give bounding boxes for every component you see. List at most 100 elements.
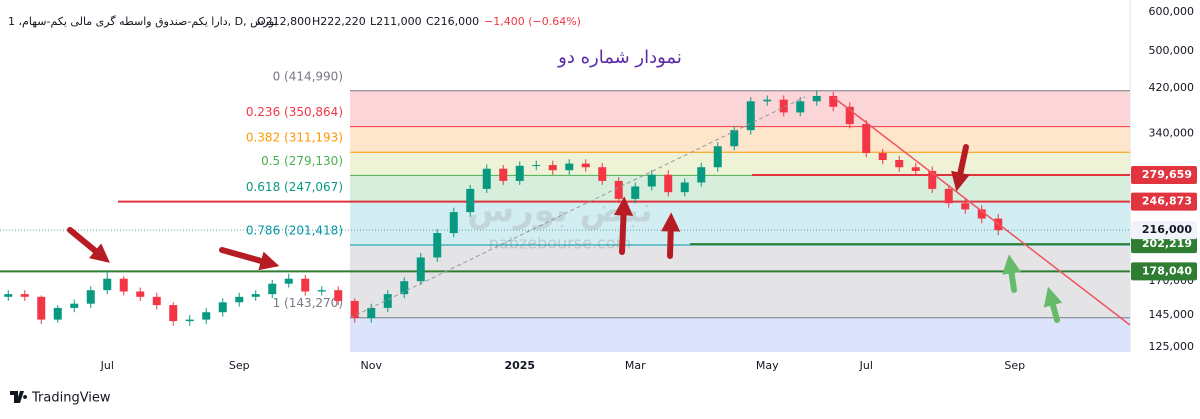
candle-body bbox=[812, 95, 821, 102]
candle-body bbox=[433, 233, 442, 258]
candle-body bbox=[911, 167, 920, 171]
arrow bbox=[219, 247, 280, 271]
price-label-box bbox=[1131, 165, 1197, 184]
candle-body bbox=[202, 312, 211, 320]
candle-body bbox=[779, 99, 788, 113]
candle-body bbox=[103, 278, 112, 291]
price-label: 202,219 bbox=[1142, 237, 1192, 250]
x-tick-label: May bbox=[756, 359, 779, 372]
candle-body bbox=[548, 165, 557, 171]
arrow bbox=[951, 144, 970, 192]
candle-body bbox=[4, 294, 13, 297]
y-tick-label: 600,000 bbox=[1149, 5, 1195, 18]
candle-body bbox=[928, 170, 937, 189]
candle-body bbox=[895, 160, 904, 168]
candle-body bbox=[301, 278, 310, 292]
ohlc-high: H222,220 bbox=[312, 15, 366, 28]
x-tick-label: Jul bbox=[100, 359, 114, 372]
candle-body bbox=[664, 174, 673, 193]
candle-body bbox=[350, 300, 359, 319]
price-label-box bbox=[1131, 221, 1197, 240]
y-tick-label: 125,000 bbox=[1149, 340, 1195, 353]
fib-label: 0.236 (350,864) bbox=[246, 105, 343, 119]
candle-body bbox=[614, 180, 623, 199]
chart-title: نمودار شماره دو bbox=[557, 47, 682, 68]
footer-brand: TradingView bbox=[31, 391, 111, 406]
watermark-site: nabzebourse.com bbox=[489, 234, 631, 253]
ohlc-open: O212,800 bbox=[257, 15, 311, 28]
price-label: 279,659 bbox=[1142, 168, 1192, 181]
candle-body bbox=[862, 124, 871, 154]
candle-body bbox=[37, 296, 46, 320]
price-label-box bbox=[1131, 262, 1197, 281]
candle-body bbox=[961, 203, 970, 210]
candle-body bbox=[449, 212, 458, 234]
plot-background bbox=[350, 90, 1130, 352]
candle-body bbox=[829, 95, 838, 107]
symbol: 1 ،دارا یکم-صندوق واسطه گری مالی یکم-سها… bbox=[8, 15, 278, 28]
candle-body bbox=[845, 106, 854, 125]
fib-label: 0.382 (311,193) bbox=[246, 131, 343, 145]
candle-body bbox=[532, 165, 541, 167]
fib-band bbox=[350, 90, 1130, 127]
candle-body bbox=[383, 294, 392, 308]
candle-body bbox=[763, 99, 772, 102]
candle-body bbox=[598, 167, 607, 181]
fib-label: 1 (143,270) bbox=[273, 296, 343, 310]
candle-body bbox=[317, 290, 326, 292]
candle-body bbox=[680, 182, 689, 193]
x-tick-label: Jul bbox=[859, 359, 873, 372]
arrow bbox=[67, 227, 110, 263]
arrow bbox=[613, 196, 634, 255]
candle-body bbox=[944, 188, 953, 204]
fib-label: 0 (414,990) bbox=[273, 69, 343, 83]
arrow bbox=[661, 212, 681, 259]
x-tick-label: Sep bbox=[229, 359, 250, 372]
candle-body bbox=[499, 168, 508, 181]
candle-body bbox=[119, 278, 128, 292]
candle-body bbox=[746, 101, 755, 131]
fib-band bbox=[350, 317, 1130, 352]
candle-body bbox=[565, 163, 574, 171]
candle-body bbox=[466, 188, 475, 213]
x-tick-label: 2025 bbox=[504, 359, 535, 372]
y-tick-label: 420,000 bbox=[1149, 81, 1195, 94]
candle-body bbox=[152, 296, 161, 306]
y-tick-label: 145,000 bbox=[1149, 308, 1195, 321]
fib-band bbox=[350, 126, 1130, 153]
candle-body bbox=[218, 302, 227, 313]
candle-body bbox=[697, 167, 706, 183]
fib-band bbox=[350, 245, 1130, 318]
candle-body bbox=[713, 146, 722, 168]
logo bbox=[10, 391, 28, 403]
candle-body bbox=[367, 307, 376, 319]
price-label-box bbox=[1131, 235, 1197, 254]
candle-body bbox=[334, 290, 343, 301]
candle-body bbox=[251, 294, 260, 297]
candle-body bbox=[796, 101, 805, 113]
candle-body bbox=[20, 294, 29, 297]
fib-anchor-line bbox=[349, 96, 806, 319]
x-tick-label: Mar bbox=[625, 359, 646, 372]
candle-body bbox=[977, 209, 986, 219]
fib-band bbox=[350, 152, 1130, 176]
candle-body bbox=[86, 290, 95, 304]
candle-body bbox=[268, 283, 277, 295]
candle-body bbox=[400, 281, 409, 295]
candle-body bbox=[235, 296, 244, 303]
candle-body bbox=[482, 168, 491, 189]
ohlc-close: C216,000 bbox=[426, 15, 479, 28]
y-tick-label: 340,000 bbox=[1149, 126, 1195, 139]
price-label: 216,000 bbox=[1142, 223, 1192, 236]
arrow bbox=[1002, 254, 1022, 293]
candle-body bbox=[284, 278, 293, 284]
fib-label: 0.618 (247,067) bbox=[246, 180, 343, 194]
candle-body bbox=[647, 174, 656, 187]
ohlc-low: L211,000 bbox=[370, 15, 422, 28]
ohlc-change: −1,400 (−0.64%) bbox=[484, 15, 581, 28]
footer-logo bbox=[10, 391, 28, 403]
candle-body bbox=[631, 186, 640, 199]
price-label: 178,040 bbox=[1142, 264, 1192, 277]
price-label-box bbox=[1131, 192, 1197, 211]
